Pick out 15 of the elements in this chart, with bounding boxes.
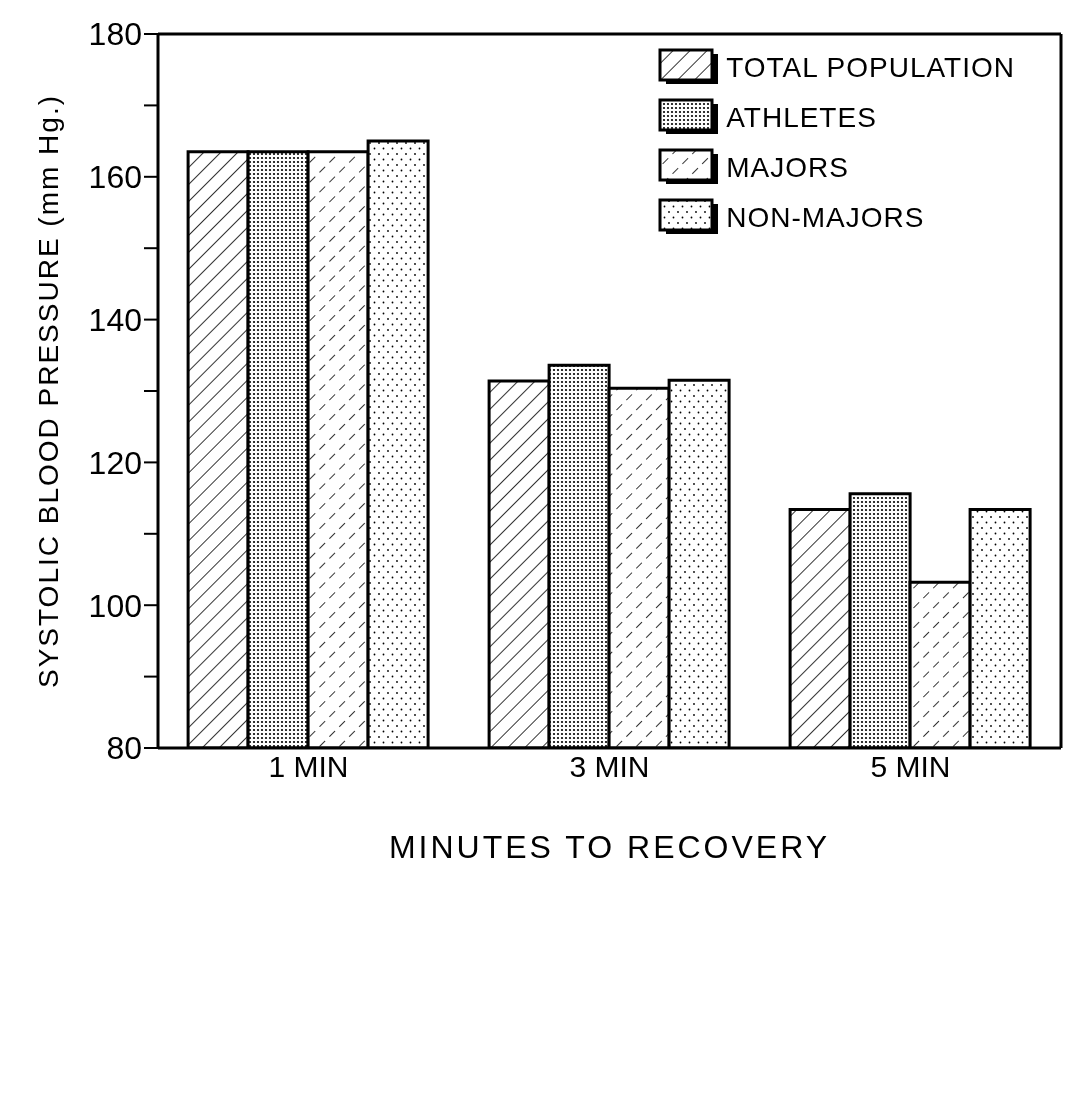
x-tick-label: 1 MIN [268,750,349,784]
y-tick-label: 140 [88,301,142,338]
legend-label: MAJORS [726,152,849,184]
legend-label: NON-MAJORS [726,202,925,234]
legend-label: ATHLETES [726,102,877,134]
y-tick-label: 180 [88,16,142,53]
legend-label: TOTAL POPULATION [726,52,1015,84]
y-tick-label: 120 [88,444,142,481]
x-axis-title: MINUTES TO RECOVERY [388,829,831,865]
y-axis-title: SYSTOLIC BLOOD PRESSURE (mm Hg.) [32,93,64,689]
y-tick-label: 160 [88,159,142,196]
y-tick-label: 80 [106,730,142,767]
x-tick-label: 5 MIN [870,750,951,784]
y-tick-label: 100 [88,587,142,624]
x-tick-label: 3 MIN [569,750,650,784]
